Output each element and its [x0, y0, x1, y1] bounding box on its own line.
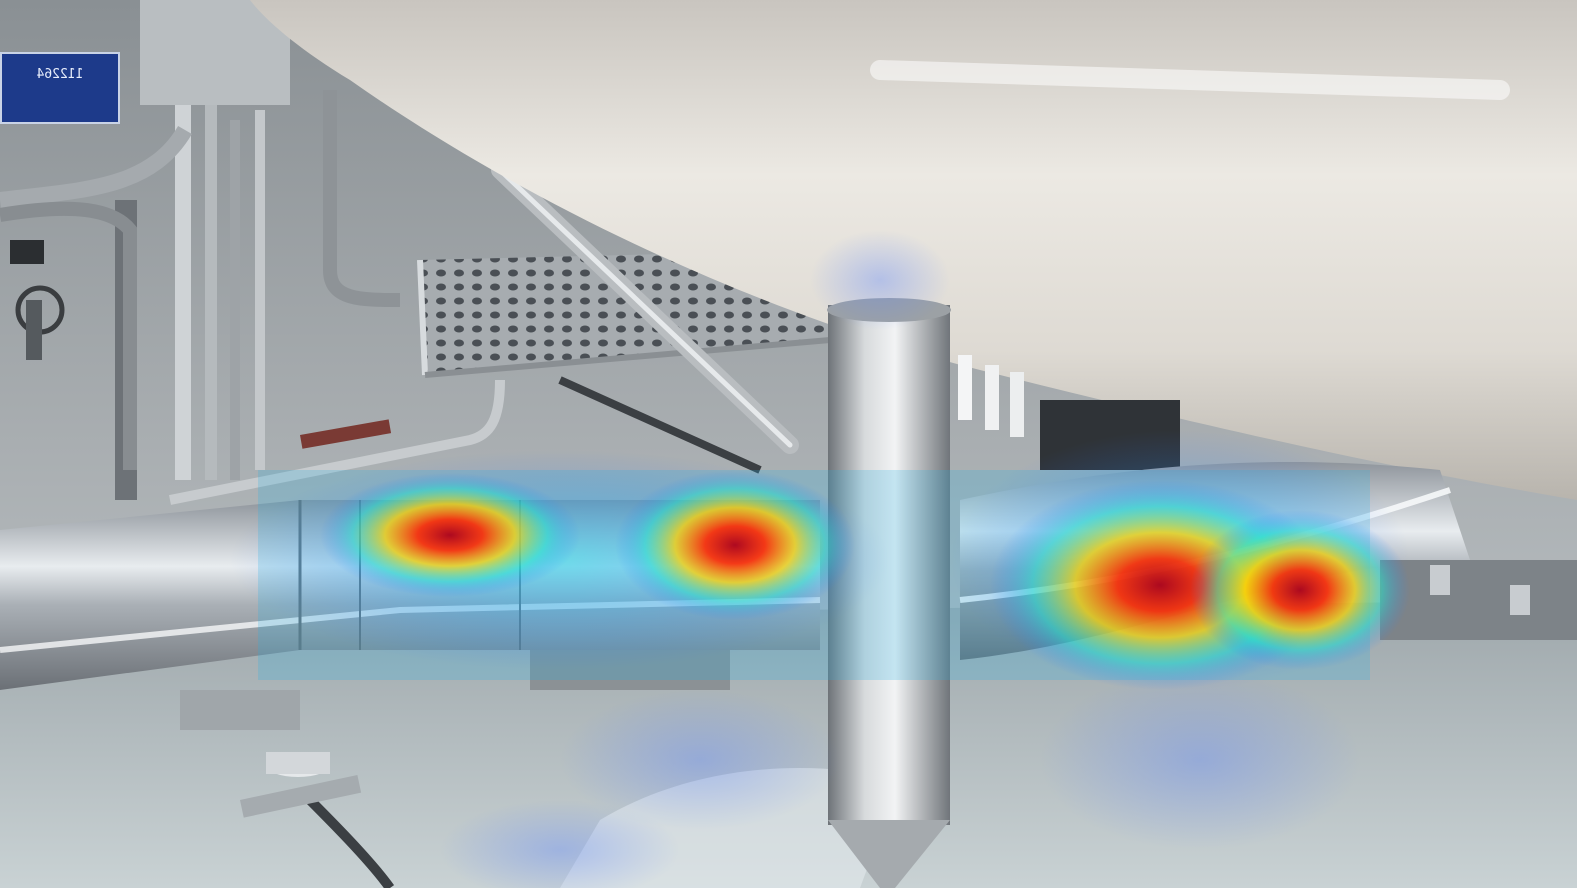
sign-plate-line2: 112264 [36, 67, 84, 82]
wall-conduits [0, 0, 401, 500]
vertical-drain-pipe [827, 298, 951, 888]
floor-supports [180, 560, 1577, 730]
valve [10, 240, 65, 360]
equipment-sign-plate: 112264 [0, 52, 120, 124]
floor-sensor [240, 752, 395, 888]
